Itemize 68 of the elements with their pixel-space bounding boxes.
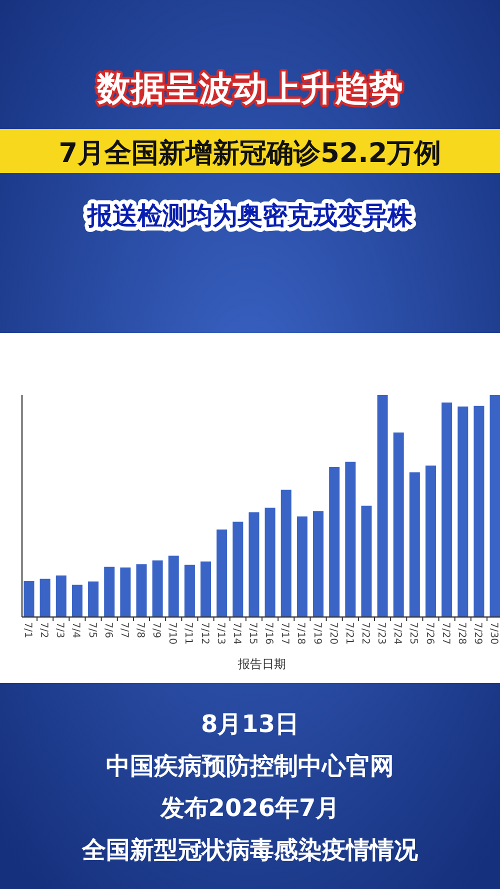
chart-title: 数据呈波动上升趋势 — [96, 69, 403, 109]
text: 中国疾病预防控制中心官网 — [106, 752, 394, 780]
x-tick-label: 7/30 — [488, 622, 500, 644]
bar — [442, 402, 452, 617]
x-tick-label: 7/15 — [246, 622, 258, 644]
x-tick-label: 7/6 — [102, 622, 114, 638]
x-tick-label: 7/22 — [359, 622, 370, 644]
bar — [24, 581, 34, 617]
x-tick-label: 7/7 — [118, 622, 130, 638]
bar — [136, 564, 147, 617]
bar — [296, 516, 308, 617]
x-tick-label: 7/17 — [279, 622, 290, 644]
bar — [393, 432, 404, 617]
text: 8月13日 — [200, 710, 300, 738]
bar — [72, 584, 82, 617]
x-tick-label: 7/11 — [182, 622, 194, 644]
x-tick-label: 7/27 — [440, 622, 451, 644]
bar — [329, 466, 340, 617]
bar — [120, 567, 131, 617]
bar — [474, 406, 484, 617]
bar — [248, 512, 260, 617]
x-tick-label: 7/24 — [392, 622, 403, 644]
bar — [409, 472, 420, 617]
x-tick-label: 7/29 — [472, 622, 483, 644]
x-tick-label: 7/14 — [230, 622, 242, 644]
bar — [426, 466, 436, 617]
bar — [377, 395, 388, 617]
x-tick-label: 7/26 — [424, 622, 435, 644]
chart-subtitle: 7月全国新增新冠确诊52.2万例 — [58, 138, 442, 169]
x-tick-label: 7/5 — [86, 622, 98, 638]
text: 全国新型冠状病毒感染疫情情况 — [81, 836, 419, 864]
bar — [280, 490, 292, 617]
text: 发布2026年7月 — [159, 794, 340, 822]
x-tick-label: 7/3 — [54, 622, 66, 638]
bar — [458, 406, 468, 617]
x-tick-label: 7/2 — [38, 622, 50, 638]
bar — [184, 564, 195, 617]
bar — [88, 581, 99, 617]
bar — [40, 578, 50, 617]
x-tick-label: 7/28 — [456, 622, 467, 644]
bar — [490, 395, 500, 617]
bar — [200, 562, 212, 617]
x-tick-label: 7/1 — [22, 622, 33, 638]
bar — [345, 462, 356, 617]
bar — [264, 508, 276, 617]
x-tick-label: 7/12 — [198, 622, 210, 644]
bar — [216, 530, 228, 617]
bar — [168, 556, 179, 617]
x-tick-label: 7/21 — [343, 622, 354, 644]
bar — [56, 575, 66, 617]
x-axis-title: 报告日期 — [237, 657, 286, 671]
x-tick-label: 7/10 — [166, 622, 178, 644]
x-tick-label: 7/4 — [70, 622, 82, 638]
text: 报送检测均为奥密克戎变异株 — [86, 201, 414, 230]
x-tick-label: 7/8 — [134, 622, 146, 638]
bar — [313, 511, 324, 617]
x-tick-label: 7/16 — [263, 622, 274, 644]
x-tick-label: 7/18 — [295, 622, 306, 644]
x-tick-label: 7/9 — [150, 622, 162, 638]
bar — [232, 522, 244, 617]
x-tick-label: 7/13 — [214, 622, 226, 644]
bar — [361, 506, 372, 617]
x-tick-label: 7/23 — [376, 622, 387, 644]
x-tick-label: 7/19 — [311, 622, 322, 644]
x-tick-label: 7/25 — [408, 622, 419, 644]
bar — [104, 566, 115, 617]
x-tick-label: 7/20 — [327, 622, 338, 644]
bar — [152, 560, 163, 617]
